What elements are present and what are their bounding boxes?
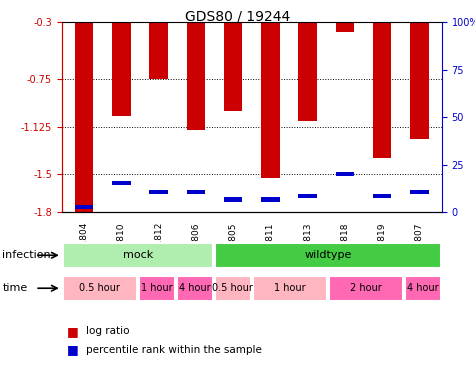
Bar bbox=[335, 22, 354, 32]
Bar bbox=[261, 22, 280, 178]
Bar bbox=[253, 276, 327, 300]
Bar bbox=[298, 194, 317, 198]
Text: log ratio: log ratio bbox=[86, 326, 129, 336]
Bar bbox=[112, 181, 131, 185]
Text: ■: ■ bbox=[66, 325, 78, 338]
Text: ■: ■ bbox=[66, 343, 78, 356]
Bar bbox=[410, 190, 429, 194]
Bar bbox=[149, 190, 168, 194]
Text: GDS80 / 19244: GDS80 / 19244 bbox=[185, 9, 290, 23]
Bar bbox=[215, 276, 251, 300]
Text: 4 hour: 4 hour bbox=[407, 283, 438, 293]
Text: percentile rank within the sample: percentile rank within the sample bbox=[86, 344, 261, 355]
Bar bbox=[149, 22, 168, 79]
Bar bbox=[224, 22, 242, 111]
Bar bbox=[187, 22, 205, 130]
Text: infection: infection bbox=[2, 250, 51, 260]
Bar bbox=[112, 22, 131, 116]
Bar bbox=[224, 197, 242, 202]
Text: 1 hour: 1 hour bbox=[274, 283, 305, 293]
Bar bbox=[405, 276, 441, 300]
Bar bbox=[139, 276, 175, 300]
Text: mock: mock bbox=[123, 250, 153, 260]
Bar bbox=[63, 243, 213, 268]
Bar bbox=[335, 172, 354, 176]
Text: 0.5 hour: 0.5 hour bbox=[212, 283, 253, 293]
Text: wildtype: wildtype bbox=[304, 250, 352, 260]
Bar bbox=[410, 22, 429, 139]
Bar bbox=[329, 276, 403, 300]
Text: 4 hour: 4 hour bbox=[179, 283, 210, 293]
Bar bbox=[298, 22, 317, 121]
Text: time: time bbox=[2, 283, 28, 293]
Bar bbox=[177, 276, 213, 300]
Bar bbox=[63, 276, 137, 300]
Bar bbox=[75, 205, 94, 209]
Bar bbox=[187, 190, 205, 194]
Bar bbox=[215, 243, 441, 268]
Text: 0.5 hour: 0.5 hour bbox=[79, 283, 120, 293]
Bar bbox=[373, 194, 391, 198]
Bar bbox=[373, 22, 391, 158]
Text: 1 hour: 1 hour bbox=[141, 283, 172, 293]
Bar bbox=[261, 197, 280, 202]
Bar bbox=[75, 22, 94, 212]
Text: 2 hour: 2 hour bbox=[350, 283, 381, 293]
